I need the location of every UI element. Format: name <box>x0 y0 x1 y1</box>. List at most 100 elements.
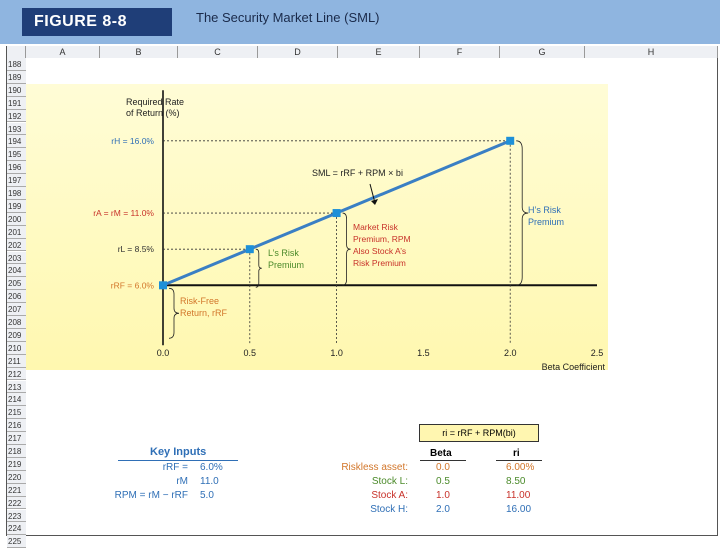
row-header-222[interactable]: 222 <box>7 496 26 510</box>
row-header-197[interactable]: 197 <box>7 174 26 187</box>
row-header-206[interactable]: 206 <box>7 290 26 304</box>
row-header-216[interactable]: 216 <box>7 419 26 433</box>
y-axis-label-line-1: of Return (%) <box>126 108 180 118</box>
sml-label-arrow <box>369 183 376 204</box>
row-header-205[interactable]: 205 <box>7 277 26 291</box>
row-header-219[interactable]: 219 <box>7 457 26 471</box>
y-value-label-1: rA = rM = 11.0% <box>93 208 154 218</box>
sml-point-2 <box>332 209 341 218</box>
x-tick-label-3: 1.5 <box>417 348 430 358</box>
column-header-b[interactable]: B <box>100 46 178 58</box>
r-divider <box>496 460 542 461</box>
row-header-188[interactable]: 188 <box>7 58 26 71</box>
key-inputs-divider <box>118 460 238 461</box>
sml-point-0 <box>159 281 167 290</box>
figure-label: FIGURE 8-8 <box>22 8 172 36</box>
h-premium-label-1: Premium <box>528 217 564 227</box>
row-header-193[interactable]: 193 <box>7 122 26 136</box>
row-header-199[interactable]: 199 <box>7 199 26 213</box>
y-axis-label-line-0: Required Rate <box>126 97 184 107</box>
row-header-223[interactable]: 223 <box>7 509 26 523</box>
row-header-207[interactable]: 207 <box>7 303 26 316</box>
h-premium-brace <box>516 140 529 286</box>
l-premium-label-1: Premium <box>268 260 304 270</box>
key-input-value-2[interactable]: 5.0 <box>200 490 214 501</box>
x-tick-label-2: 1.0 <box>330 348 343 358</box>
row-header-210[interactable]: 210 <box>7 341 26 355</box>
row-header-211[interactable]: 211 <box>7 354 26 368</box>
row-header-214[interactable]: 214 <box>7 393 26 407</box>
row-header-218[interactable]: 218 <box>7 445 26 458</box>
l-premium-label-0: L’s Risk <box>268 248 299 258</box>
sml-label-arrowhead <box>371 199 378 205</box>
column-header-e[interactable]: E <box>338 46 420 58</box>
row-header-194[interactable]: 194 <box>7 135 26 149</box>
row-header-189[interactable]: 189 <box>7 70 26 84</box>
result-row-r-2: 11.00 <box>506 490 531 501</box>
market-premium-brace <box>342 212 351 286</box>
row-header-221[interactable]: 221 <box>7 483 26 497</box>
result-row-beta-3[interactable]: 2.0 <box>436 504 450 515</box>
riskfree-label-0: Risk-Free <box>180 296 219 306</box>
row-header-209[interactable]: 209 <box>7 328 26 342</box>
y-value-label-3: rRF = 6.0% <box>111 280 155 290</box>
x-tick-label-5: 2.5 <box>591 348 604 358</box>
row-header-217[interactable]: 217 <box>7 432 26 445</box>
row-header-208[interactable]: 208 <box>7 316 26 329</box>
row-header-203[interactable]: 203 <box>7 251 26 265</box>
row-header-192[interactable]: 192 <box>7 109 26 123</box>
row-header-190[interactable]: 190 <box>7 83 26 97</box>
result-row-label-2: Stock A: <box>371 490 408 501</box>
result-row-label-1: Stock L: <box>371 476 408 487</box>
result-row-beta-2[interactable]: 1.0 <box>436 490 450 501</box>
result-row-r-0: 6.00% <box>506 462 535 473</box>
row-header-212[interactable]: 212 <box>7 367 26 381</box>
column-header-f[interactable]: F <box>420 46 500 58</box>
column-header-a[interactable]: A <box>26 46 100 58</box>
key-input-value-0[interactable]: 6.0% <box>200 462 223 473</box>
market-premium-label-3: Risk Premium <box>353 258 406 268</box>
row-header-201[interactable]: 201 <box>7 225 26 239</box>
l-premium-brace <box>255 248 262 288</box>
market-premium-label-0: Market Risk <box>353 222 399 232</box>
row-header-204[interactable]: 204 <box>7 264 26 278</box>
result-row-beta-0[interactable]: 0.0 <box>436 462 450 473</box>
sml-point-3 <box>506 136 515 145</box>
result-row-beta-1[interactable]: 0.5 <box>436 476 450 487</box>
key-input-value-1[interactable]: 11.0 <box>200 476 219 487</box>
key-inputs-title: Key Inputs <box>150 446 207 458</box>
result-row-label-0: Riskless asset: <box>341 462 408 473</box>
market-premium-label-2: Also Stock A’s <box>353 246 406 256</box>
row-header-198[interactable]: 198 <box>7 187 26 200</box>
row-header-213[interactable]: 213 <box>7 380 26 394</box>
row-header-202[interactable]: 202 <box>7 238 26 252</box>
key-input-label-2: RPM = rM − rRF <box>114 490 188 501</box>
r-col-header: ri <box>513 448 520 459</box>
row-header-195[interactable]: 195 <box>7 148 26 162</box>
column-header-c[interactable]: C <box>178 46 258 58</box>
result-row-r-1: 8.50 <box>506 476 526 487</box>
beta-col-header: Beta <box>430 448 452 459</box>
row-header-224[interactable]: 224 <box>7 522 26 536</box>
chart-background <box>26 84 608 370</box>
result-row-r-3: 16.00 <box>506 504 532 515</box>
x-tick-label-0: 0.0 <box>157 348 170 358</box>
column-header-d[interactable]: D <box>258 46 338 58</box>
x-axis-label: Beta Coefficient <box>542 362 606 372</box>
h-premium-label-0: H’s Risk <box>528 205 561 215</box>
sml-point-1 <box>245 245 254 254</box>
x-tick-label-4: 2.0 <box>504 348 517 358</box>
corner-cell[interactable] <box>7 46 26 58</box>
sml-equation-label: SML = rRF + RPM × bi <box>312 168 403 178</box>
beta-divider <box>420 460 466 461</box>
row-header-191[interactable]: 191 <box>7 96 26 110</box>
column-header-h[interactable]: H <box>585 46 718 58</box>
row-header-196[interactable]: 196 <box>7 161 26 175</box>
riskfree-brace <box>168 287 180 339</box>
row-header-215[interactable]: 215 <box>7 406 26 420</box>
key-input-label-1: rM <box>176 476 188 487</box>
row-header-220[interactable]: 220 <box>7 470 26 484</box>
column-header-g[interactable]: G <box>500 46 585 58</box>
row-header-200[interactable]: 200 <box>7 212 26 226</box>
